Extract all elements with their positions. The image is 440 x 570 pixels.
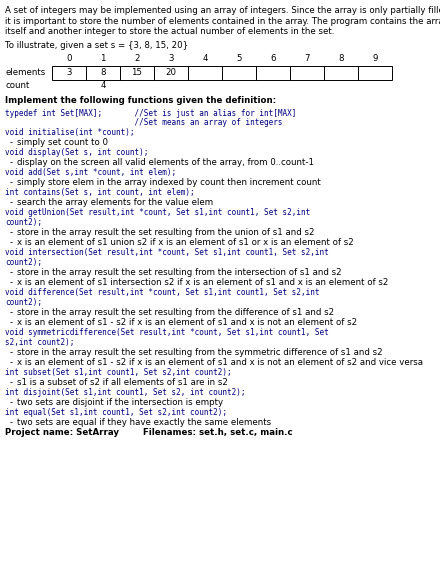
Text: 3: 3 [66,68,72,77]
Text: -: - [10,278,13,287]
Text: -: - [10,358,13,367]
Text: itself and another integer to store the actual number of elements in the set.: itself and another integer to store the … [5,27,334,36]
Text: -: - [10,158,13,167]
Text: -: - [10,178,13,187]
Text: 20: 20 [165,68,176,77]
Text: display on the screen all valid elements of the array, from 0..count-1: display on the screen all valid elements… [17,158,314,167]
Text: -: - [10,348,13,357]
Text: 2: 2 [134,54,140,63]
Text: Project name: SetArray        Filenames: set.h, set.c, main.c: Project name: SetArray Filenames: set.h,… [5,428,293,437]
Text: To illustrate, given a set s = {3, 8, 15, 20}: To illustrate, given a set s = {3, 8, 15… [5,40,188,50]
Text: 8: 8 [100,68,106,77]
Text: simply store elem in the array indexed by count then increment count: simply store elem in the array indexed b… [17,178,321,187]
Text: 3: 3 [168,54,174,63]
Text: x is an element of s1 - s2 if x is an element of s1 and x is not an element of s: x is an element of s1 - s2 if x is an el… [17,358,423,367]
Text: -: - [10,308,13,317]
Text: count2);: count2); [5,258,42,267]
Text: void display(Set s, int count);: void display(Set s, int count); [5,148,148,157]
Text: -: - [10,138,13,147]
Text: -: - [10,268,13,276]
Text: 4: 4 [100,82,106,91]
Text: void add(Set s,int *count, int elem);: void add(Set s,int *count, int elem); [5,168,176,177]
Text: store in the array result the set resulting from the union of s1 and s2: store in the array result the set result… [17,227,315,237]
Text: void symmetricdifference(Set result,int *count, Set s1,int count1, Set: void symmetricdifference(Set result,int … [5,328,329,337]
Text: void initialise(int *count);: void initialise(int *count); [5,128,135,137]
Text: -: - [10,418,13,427]
Text: 9: 9 [372,54,378,63]
Text: count2);: count2); [5,218,42,227]
Text: two sets are disjoint if the intersection is empty: two sets are disjoint if the intersectio… [17,398,223,407]
Text: simply set count to 0: simply set count to 0 [17,138,108,147]
Text: 0: 0 [66,54,72,63]
Text: A set of integers may be implemented using an array of integers. Since the array: A set of integers may be implemented usi… [5,6,440,15]
Text: void getUnion(Set result,int *count, Set s1,int count1, Set s2,int: void getUnion(Set result,int *count, Set… [5,208,310,217]
Text: s1 is a subset of s2 if all elements of s1 are in s2: s1 is a subset of s2 if all elements of … [17,378,228,387]
Text: x is an element of s1 union s2 if x is an element of s1 or x is an element of s2: x is an element of s1 union s2 if x is a… [17,238,354,247]
Text: void intersection(Set result,int *count, Set s1,int count1, Set s2,int: void intersection(Set result,int *count,… [5,248,329,257]
Text: elements: elements [5,68,45,77]
Text: s2,int count2);: s2,int count2); [5,338,74,347]
Text: -: - [10,238,13,247]
Text: -: - [10,378,13,387]
Text: count: count [5,82,29,91]
Text: 5: 5 [236,54,242,63]
Text: -: - [10,398,13,407]
Text: store in the array result the set resulting from the intersection of s1 and s2: store in the array result the set result… [17,268,341,276]
Text: -: - [10,198,13,207]
Bar [52,66,392,79]
Text: 7: 7 [304,54,310,63]
Text: //Set means an array of integers: //Set means an array of integers [5,119,282,127]
Text: int contains(Set s, int count, int elem);: int contains(Set s, int count, int elem)… [5,188,194,197]
Text: 1: 1 [100,54,106,63]
Text: it is important to store the number of elements contained in the array. The prog: it is important to store the number of e… [5,17,440,26]
Text: x is an element of s1 - s2 if x is an element of s1 and x is not an element of s: x is an element of s1 - s2 if x is an el… [17,318,357,327]
Text: typedef int Set[MAX];       //Set is just an alias for int[MAX]: typedef int Set[MAX]; //Set is just an a… [5,108,297,117]
Text: int subset(Set s1,int count1, Set s2,int count2);: int subset(Set s1,int count1, Set s2,int… [5,368,231,377]
Text: 15: 15 [132,68,143,77]
Text: int disjoint(Set s1,int count1, Set s2, int count2);: int disjoint(Set s1,int count1, Set s2, … [5,388,246,397]
Text: search the array elements for the value elem: search the array elements for the value … [17,198,213,207]
Text: -: - [10,318,13,327]
Text: count2);: count2); [5,298,42,307]
Text: x is an element of s1 intersection s2 if x is an element of s1 and x is an eleme: x is an element of s1 intersection s2 if… [17,278,389,287]
Text: void difference(Set result,int *count, Set s1,int count1, Set s2,int: void difference(Set result,int *count, S… [5,288,319,297]
Text: -: - [10,227,13,237]
Text: store in the array result the set resulting from the symmetric difference of s1 : store in the array result the set result… [17,348,383,357]
Text: 8: 8 [338,54,344,63]
Text: store in the array result the set resulting from the difference of s1 and s2: store in the array result the set result… [17,308,334,317]
Text: 6: 6 [270,54,276,63]
Text: int equal(Set s1,int count1, Set s2,int count2);: int equal(Set s1,int count1, Set s2,int … [5,408,227,417]
Text: Implement the following functions given the definition:: Implement the following functions given … [5,96,276,105]
Text: two sets are equal if they have exactly the same elements: two sets are equal if they have exactly … [17,418,271,427]
Text: 4: 4 [202,54,208,63]
